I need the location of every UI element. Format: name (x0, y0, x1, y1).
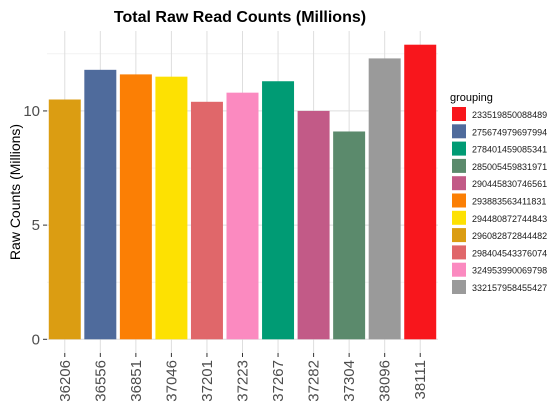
legend-label: 294480872744843 (472, 214, 547, 224)
bar-36206 (48, 99, 81, 340)
legend-swatch (452, 158, 466, 173)
bar-38096 (368, 58, 401, 340)
legend-swatch (452, 245, 466, 260)
legend-label: 275674979697994 (472, 127, 547, 137)
legend-swatch (452, 262, 466, 277)
bars (48, 44, 437, 340)
y-axis-label: Raw Counts (Millions) (7, 124, 23, 260)
legend-swatch (452, 228, 466, 243)
x-tick-label: 36206 (57, 360, 74, 402)
bar-37201 (190, 101, 223, 340)
y-tick-label: 5 (32, 217, 40, 234)
legend-swatch (452, 141, 466, 156)
x-tick-label: 37304 (341, 360, 358, 402)
x-tick-label: 37267 (270, 360, 287, 402)
legend-label: 285005459831971 (472, 162, 547, 172)
bar-38111 (404, 44, 437, 340)
y-tick-label: 0 (32, 331, 40, 348)
y-axis-ticks: 0 5 10 (23, 103, 47, 348)
legend-label: 296082872844482 (472, 231, 547, 241)
legend-label: 332157958455427 (472, 283, 547, 293)
chart-title: Total Raw Read Counts (Millions) (114, 9, 366, 26)
bar-37046 (155, 76, 188, 340)
legend-label: 324953990069798 (472, 266, 547, 276)
x-axis-ticks: 36206 36556 36851 37046 37201 37223 37267 37282… (57, 353, 429, 402)
legend-label: 233519850088489 (472, 110, 547, 120)
legend-swatch (452, 280, 466, 294)
y-tick-label: 10 (23, 103, 40, 120)
legend-label: 290445830746561 (472, 179, 547, 189)
bar-37223 (226, 92, 259, 340)
legend-label: 298404543376074 (472, 248, 547, 258)
bar-37304 (333, 131, 366, 340)
bar-36556 (84, 69, 117, 340)
legend: grouping 233519850088489 275674979697994 2… (450, 92, 547, 294)
bar-37267 (262, 81, 295, 340)
x-tick-label: 36556 (92, 360, 109, 402)
bar-36851 (119, 74, 152, 340)
x-tick-label: 38111 (412, 360, 429, 400)
x-tick-label: 37046 (163, 360, 180, 402)
legend-swatch (452, 107, 466, 121)
x-tick-label: 38096 (377, 360, 394, 402)
legend-label: 278401459085341 (472, 145, 547, 155)
x-tick-label: 37201 (199, 360, 216, 402)
legend-swatch (452, 193, 466, 208)
legend-swatch (452, 210, 466, 225)
legend-title: grouping (450, 92, 493, 104)
x-tick-label: 37282 (306, 360, 323, 402)
bar-37282 (297, 110, 330, 340)
x-tick-label: 36851 (128, 360, 145, 402)
legend-swatch (452, 176, 466, 191)
legend-label: 293883563411831 (472, 197, 546, 207)
legend-swatch (452, 124, 466, 139)
x-tick-label: 37223 (235, 360, 252, 402)
